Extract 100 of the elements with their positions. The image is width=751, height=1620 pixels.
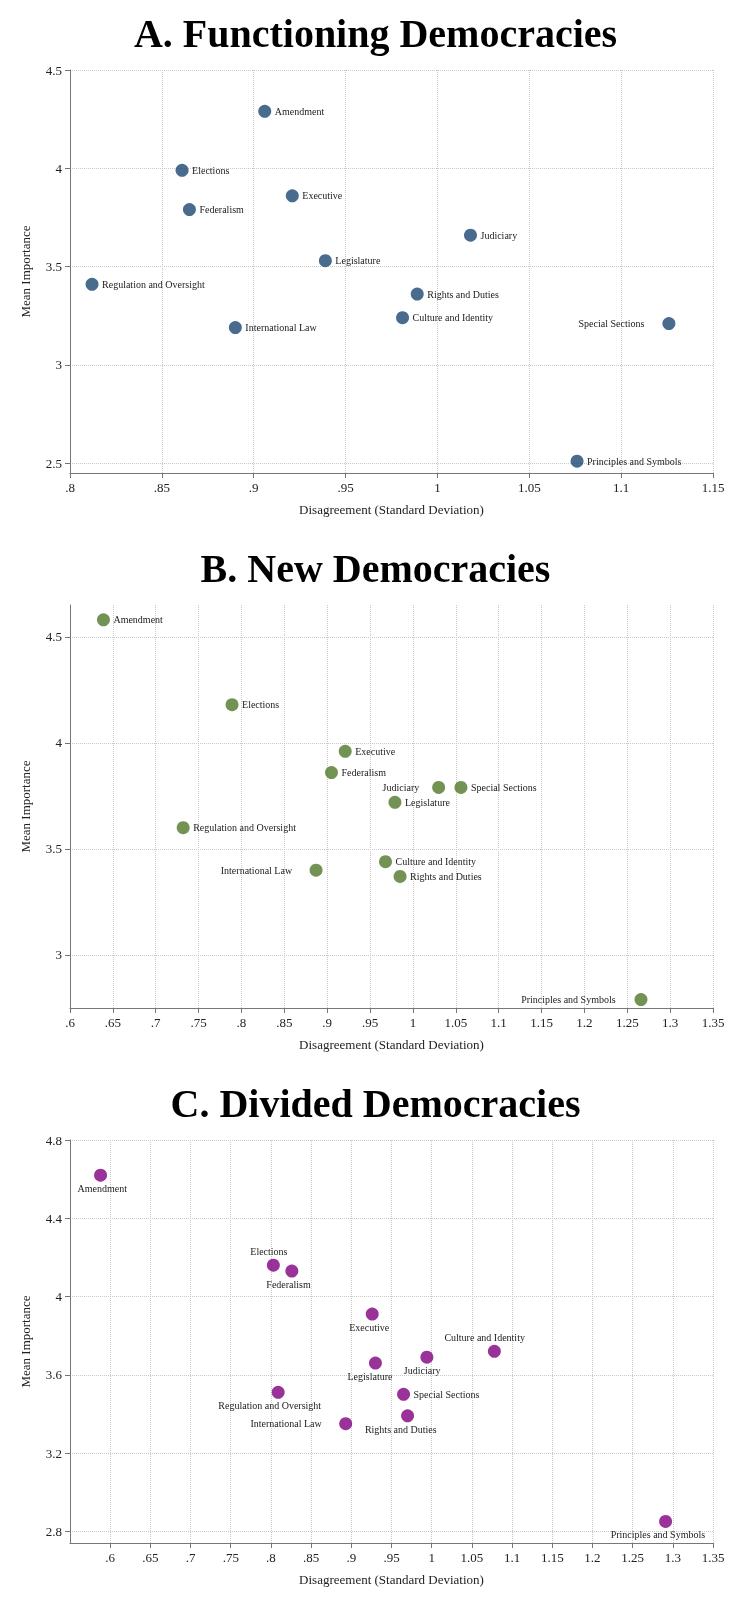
annotation: Rights and Duties (410, 870, 482, 882)
annotation: Amendment (113, 614, 164, 626)
x-tick-label: .9 (346, 1550, 357, 1565)
x-axis-title: Disagreement (Standard Deviation) (299, 502, 484, 517)
annotation: Rights and Duties (364, 1423, 437, 1435)
point (258, 104, 272, 118)
point (379, 855, 392, 869)
chart-title: B. New Democracies (200, 545, 551, 591)
point (309, 863, 323, 877)
annotation: Executive (302, 190, 343, 202)
point (96, 613, 110, 627)
x-tick-label: 1.1 (613, 480, 630, 495)
annotation: Elections (242, 699, 280, 711)
x-tick-label: 1.35 (701, 1015, 725, 1030)
y-tick-label: 4 (55, 160, 63, 176)
y-tick-label: 4 (55, 735, 63, 751)
x-tick-label: .75 (222, 1550, 239, 1565)
annotation: Executive (349, 1322, 390, 1334)
annotation: Federalism (341, 767, 387, 779)
annotation: Judiciary (480, 229, 518, 241)
x-tick-label: 1.3 (664, 1550, 681, 1565)
x-tick-label: 1.3 (662, 1015, 679, 1030)
point (318, 254, 332, 268)
annotation: Legislature (347, 1371, 394, 1383)
annotation: Federalism (199, 204, 245, 216)
annotation: Rights and Duties (427, 288, 499, 300)
y-tick-label: 3.2 (45, 1445, 62, 1461)
point (368, 1356, 382, 1370)
x-tick-label: .65 (104, 1015, 121, 1030)
x-tick-label: .95 (337, 480, 354, 495)
annotation: Special Sections (470, 781, 537, 793)
annotation: Principles and Symbols (587, 455, 682, 467)
y-tick-label: 4.5 (45, 629, 62, 645)
point (420, 1350, 434, 1364)
point (662, 317, 676, 331)
x-tick-label: 1.35 (701, 1550, 725, 1565)
point (464, 228, 477, 242)
annotation: Principles and Symbols (610, 1529, 706, 1541)
x-tick-label: 1.25 (615, 1015, 639, 1030)
x-tick-label: .8 (65, 480, 75, 495)
annotation: International Law (250, 1418, 323, 1430)
y-tick-label: 3 (55, 947, 62, 963)
annotation: Special Sections (578, 318, 645, 330)
x-tick-label: .8 (236, 1015, 247, 1030)
x-tick-label: .65 (142, 1550, 159, 1565)
point (325, 766, 338, 780)
x-tick-label: 1.25 (621, 1550, 644, 1565)
point (396, 311, 410, 325)
point (94, 1168, 108, 1182)
x-tick-label: .6 (65, 1015, 76, 1030)
y-tick-label: 3.5 (45, 841, 62, 857)
x-tick-label: .9 (248, 480, 259, 495)
x-tick-label: 1.15 (540, 1550, 564, 1565)
chart-title: C. Divided Democracies (170, 1080, 581, 1126)
y-axis-title: Mean Importance (18, 1295, 33, 1388)
point (182, 203, 196, 217)
chart-title: A. Functioning Democracies (133, 10, 618, 56)
point (393, 870, 407, 883)
annotation: Culture and Identity (412, 312, 494, 324)
annotation: Culture and Identity (395, 856, 477, 868)
point (401, 1409, 415, 1423)
y-tick-label: 4.4 (45, 1210, 63, 1226)
point (365, 1307, 379, 1321)
x-tick-label: .85 (276, 1015, 293, 1030)
x-tick-label: 1.15 (530, 1015, 553, 1030)
x-tick-label: .8 (266, 1550, 276, 1565)
x-tick-label: .85 (303, 1550, 320, 1565)
annotation: Executive (355, 745, 396, 757)
annotation: Regulation and Oversight (193, 822, 297, 834)
point (228, 321, 242, 335)
x-axis-title: Disagreement (Standard Deviation) (299, 1572, 484, 1587)
x-tick-label: 1 (428, 1550, 435, 1565)
annotation: Judiciary (403, 1365, 441, 1377)
x-tick-label: 1.05 (460, 1550, 484, 1565)
annotation: Principles and Symbols (521, 994, 616, 1006)
point (225, 698, 239, 712)
annotation: Federalism (266, 1279, 311, 1291)
x-tick-label: .75 (190, 1015, 207, 1030)
x-tick-label: .95 (361, 1015, 379, 1030)
point (266, 1258, 280, 1272)
y-tick-label: 2.5 (45, 455, 62, 471)
point (634, 993, 648, 1007)
x-tick-label: 1.15 (701, 480, 725, 495)
annotation: Elections (192, 164, 230, 176)
y-tick-label: 4.5 (45, 62, 62, 78)
point (410, 287, 424, 301)
x-tick-label: 1.05 (444, 1015, 468, 1030)
annotation: International Law (220, 864, 293, 876)
y-tick-label: 3.6 (45, 1367, 63, 1383)
annotation: Culture and Identity (444, 1332, 525, 1344)
y-axis-title: Mean Importance (18, 760, 33, 853)
annotation: Judiciary (382, 781, 420, 793)
annotation: Elections (250, 1246, 288, 1258)
annotation: International Law (245, 322, 318, 334)
x-tick-label: .7 (150, 1015, 162, 1030)
point (570, 454, 584, 468)
point (339, 1417, 353, 1431)
annotation: Legislature (404, 796, 451, 808)
x-tick-label: .7 (185, 1550, 196, 1565)
y-tick-label: 4 (55, 1289, 63, 1304)
